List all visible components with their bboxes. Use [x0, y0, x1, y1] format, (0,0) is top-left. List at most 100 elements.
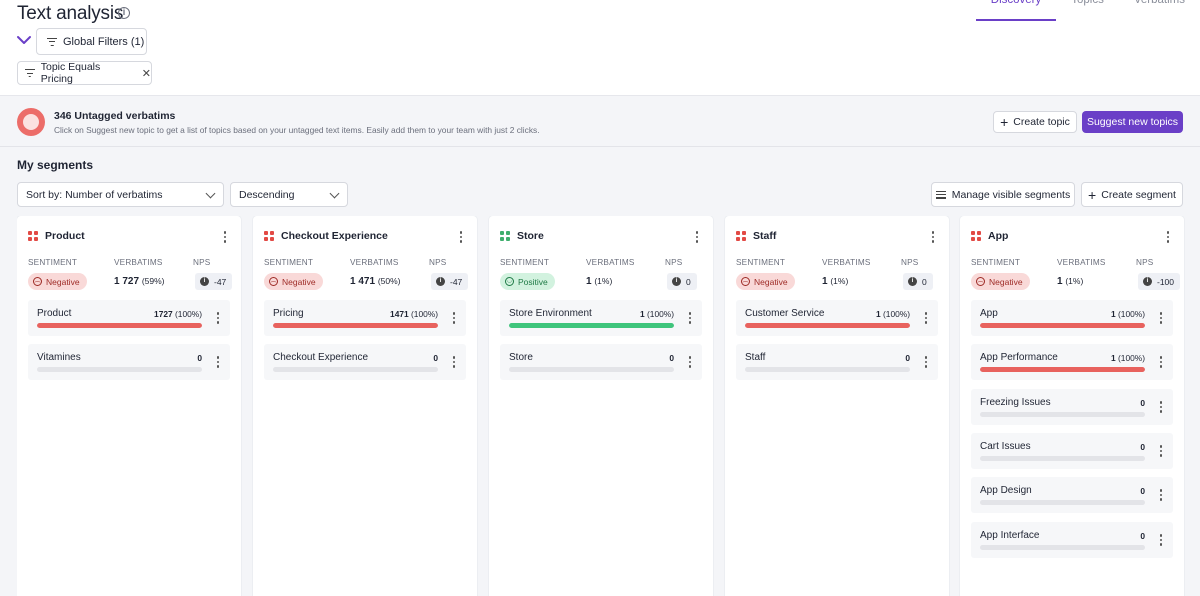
more-options-icon[interactable] [1159, 489, 1163, 501]
more-options-icon[interactable] [1166, 231, 1170, 243]
sentiment-badge: ︵ Negative [264, 273, 323, 290]
more-options-icon[interactable] [223, 231, 227, 243]
nps-label: NPS [193, 258, 211, 267]
topic-name: Product [37, 308, 72, 319]
topic-item[interactable]: Vitamines 0 [28, 344, 230, 380]
nps-badge: i -47 [195, 273, 233, 290]
nps-label: NPS [901, 258, 919, 267]
topic-item[interactable]: Pricing 1471 (100%) [264, 300, 466, 336]
verbatims-label: VERBATIMS [586, 258, 635, 267]
sad-face-icon: ︵ [976, 277, 985, 286]
tab-discovery[interactable]: Discovery [975, 0, 1057, 21]
topic-progress-bar [273, 323, 438, 328]
topic-item[interactable]: Checkout Experience 0 [264, 344, 466, 380]
topic-item[interactable]: Customer Service 1 (100%) [736, 300, 938, 336]
topic-count-number: 0 [1140, 442, 1145, 452]
topic-count: 1471 (100%) [390, 309, 438, 319]
topic-item[interactable]: App 1 (100%) [971, 300, 1173, 336]
verbatims-count: 1 [586, 276, 592, 287]
tab-verbatims[interactable]: Verbatims [1133, 0, 1185, 6]
topic-item[interactable]: Staff 0 [736, 344, 938, 380]
topic-name: App Performance [980, 352, 1058, 363]
topic-count: 0 [1140, 531, 1145, 541]
more-options-icon[interactable] [924, 312, 928, 324]
manage-label: Manage visible segments [951, 188, 1071, 201]
segment-card[interactable]: Product SENTIMENT VERBATIMS NPS ︵ Negati… [17, 216, 241, 596]
more-options-icon[interactable] [452, 356, 456, 368]
more-options-icon[interactable] [459, 231, 463, 243]
global-filters-button[interactable]: Global Filters (1) [36, 28, 147, 55]
topic-count: 0 [1140, 442, 1145, 452]
topic-progress-bar [980, 545, 1145, 550]
more-options-icon[interactable] [931, 231, 935, 243]
verbatims-percent: (1%) [1065, 276, 1084, 286]
page-title: Text analysis [17, 3, 124, 24]
segment-card-header: App [971, 230, 1008, 242]
nps-badge: i -100 [1138, 273, 1181, 290]
more-options-icon[interactable] [1159, 312, 1163, 324]
topic-item[interactable]: Store Environment 1 (100%) [500, 300, 702, 336]
topic-name: Checkout Experience [273, 352, 369, 363]
verbatims-value: 1 471 (50%) [350, 276, 401, 287]
more-options-icon[interactable] [1159, 401, 1163, 413]
topic-item[interactable]: Freezing Issues 0 [971, 389, 1173, 425]
create-topic-button[interactable]: + Create topic [993, 111, 1077, 133]
banner-title: 346 Untagged verbatims [54, 110, 176, 122]
info-icon[interactable]: i [118, 7, 130, 19]
create-segment-button[interactable]: + Create segment [1081, 182, 1183, 207]
sort-select[interactable]: Sort by: Number of verbatims [17, 182, 224, 207]
close-icon[interactable]: ✕ [141, 67, 151, 80]
suggest-new-topics-button[interactable]: Suggest new topics [1082, 111, 1183, 133]
verbatims-count: 1 [822, 276, 828, 287]
topic-count: 0 [1140, 486, 1145, 496]
topic-name: Customer Service [745, 308, 825, 319]
filter-icon [24, 69, 35, 78]
topic-progress-bar [509, 323, 674, 328]
topic-progress-bar [37, 367, 202, 372]
more-options-icon[interactable] [688, 356, 692, 368]
chevron-down-icon[interactable] [16, 34, 32, 46]
more-options-icon[interactable] [1159, 356, 1163, 368]
more-options-icon[interactable] [452, 312, 456, 324]
verbatims-percent: (1%) [830, 276, 849, 286]
more-options-icon[interactable] [216, 356, 220, 368]
verbatims-value: 1 (1%) [822, 276, 848, 287]
segment-card[interactable]: App SENTIMENT VERBATIMS NPS ︵ Negative 1… [960, 216, 1184, 596]
more-options-icon[interactable] [216, 312, 220, 324]
more-options-icon[interactable] [1159, 534, 1163, 546]
segment-card-header: Checkout Experience [264, 230, 388, 242]
manage-visible-segments-button[interactable]: Manage visible segments [931, 182, 1075, 207]
topic-item[interactable]: Store 0 [500, 344, 702, 380]
topic-progress-bar [980, 367, 1145, 372]
topic-item[interactable]: App Interface 0 [971, 522, 1173, 558]
topic-progress-bar [37, 323, 202, 328]
topic-item[interactable]: Cart Issues 0 [971, 433, 1173, 469]
filter-chip[interactable]: Topic Equals Pricing ✕ [17, 61, 152, 85]
topic-name: Freezing Issues [980, 397, 1051, 408]
topic-count: 0 [1140, 398, 1145, 408]
segment-card[interactable]: Checkout Experience SENTIMENT VERBATIMS … [253, 216, 477, 596]
tab-topics[interactable]: Topics [1071, 0, 1104, 6]
sentiment-label: SENTIMENT [971, 258, 1021, 267]
topic-count-number: 0 [905, 353, 910, 363]
verbatims-value: 1 727 (59%) [114, 276, 165, 287]
order-select[interactable]: Descending [230, 182, 348, 207]
topic-progress-fill [745, 323, 910, 328]
more-options-icon[interactable] [688, 312, 692, 324]
topic-count-number: 0 [1140, 486, 1145, 496]
more-options-icon[interactable] [924, 356, 928, 368]
topic-progress-fill [509, 323, 674, 328]
verbatims-label: VERBATIMS [1057, 258, 1106, 267]
topic-item[interactable]: Product 1727 (100%) [28, 300, 230, 336]
sentiment-badge: ︵ Negative [736, 273, 795, 290]
topic-count: 1 (100%) [876, 309, 910, 319]
segment-card-header: Product [28, 230, 85, 242]
segment-card[interactable]: Store SENTIMENT VERBATIMS NPS ◡ Positive… [489, 216, 713, 596]
segment-card[interactable]: Staff SENTIMENT VERBATIMS NPS ︵ Negative… [725, 216, 949, 596]
topic-name: App Design [980, 485, 1032, 496]
more-options-icon[interactable] [1159, 445, 1163, 457]
topic-item[interactable]: App Design 0 [971, 477, 1173, 513]
topic-item[interactable]: App Performance 1 (100%) [971, 344, 1173, 380]
more-options-icon[interactable] [695, 231, 699, 243]
nps-info-icon: i [436, 277, 445, 286]
